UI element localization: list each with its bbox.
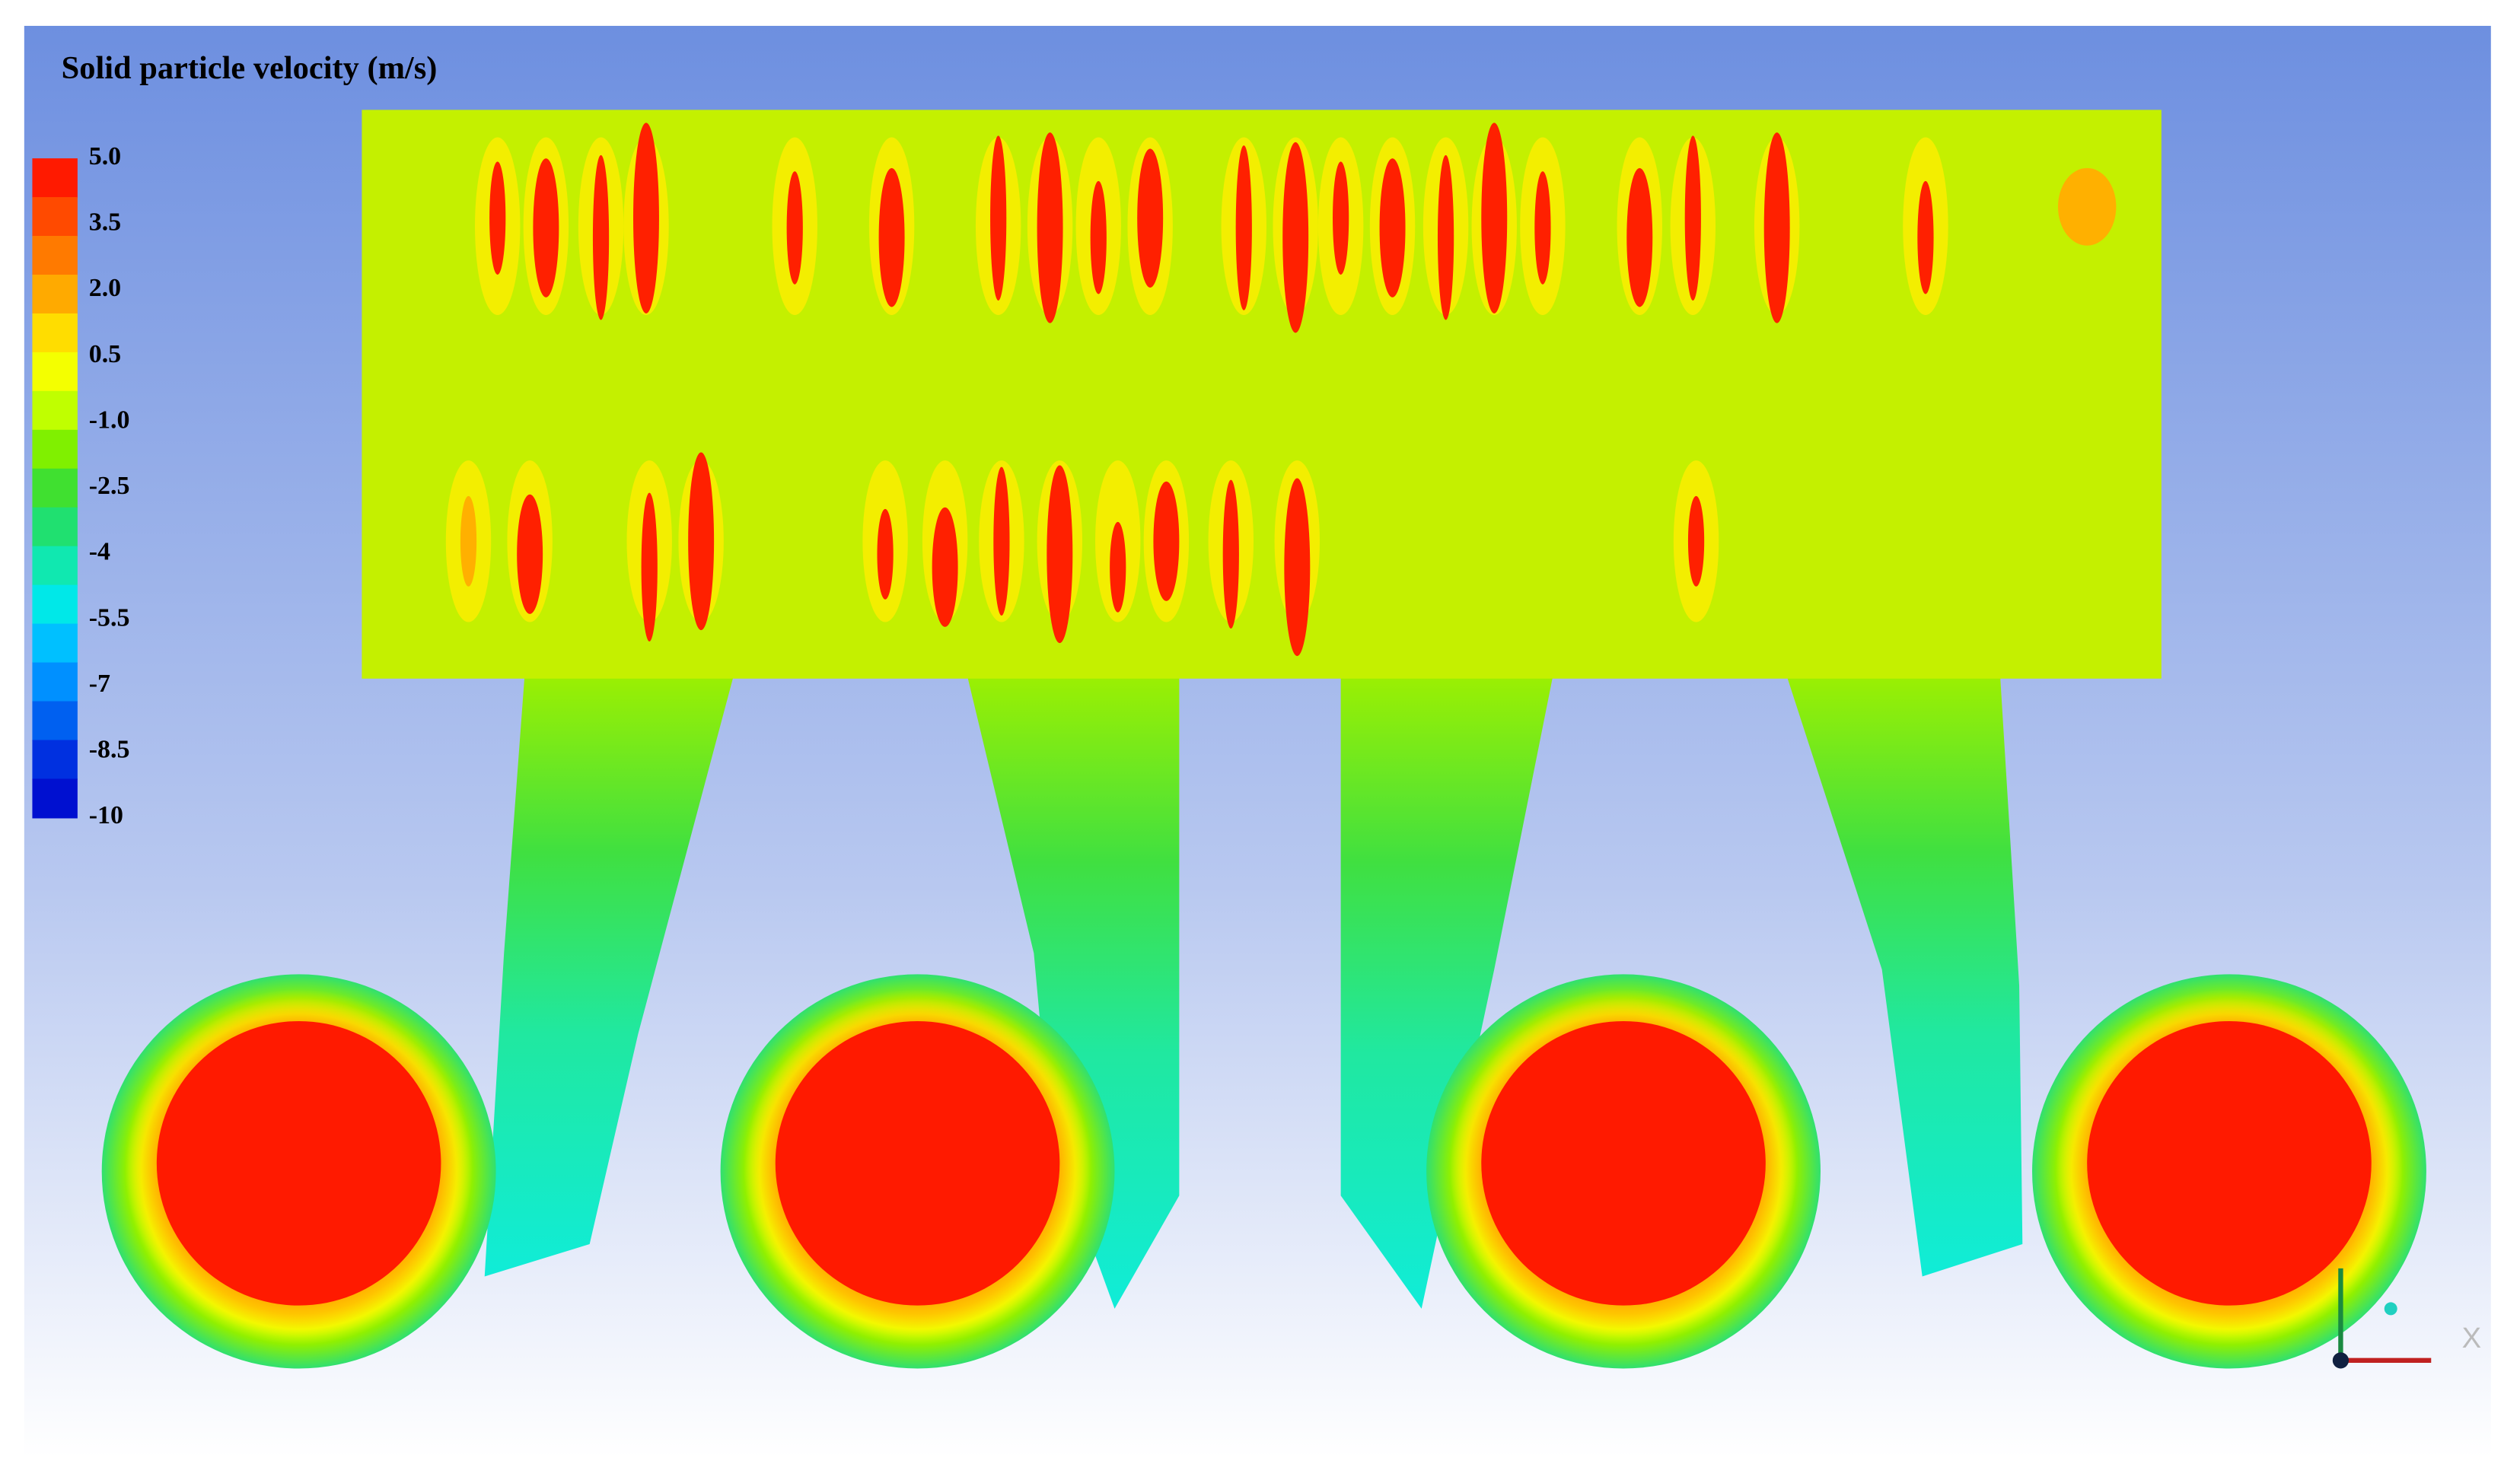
origin: [2332, 1352, 2350, 1369]
legend-band: [32, 429, 78, 469]
legend-label: 0.5: [89, 340, 121, 368]
legend-band: [32, 313, 78, 353]
z-axis-dot: [2384, 1302, 2397, 1316]
legend-band: [32, 197, 78, 237]
velocity-streak: [533, 158, 559, 298]
velocity-streak: [786, 171, 803, 285]
velocity-streak: [990, 135, 1007, 301]
legend-band: [32, 701, 78, 741]
cyclone-core: [156, 1020, 441, 1306]
cyclone-core: [775, 1020, 1060, 1306]
velocity-streak: [641, 492, 658, 641]
velocity-streak: [932, 507, 958, 627]
streaks: [445, 123, 2117, 657]
legend-band: [32, 352, 78, 392]
velocity-streak: [1282, 142, 1309, 333]
legend-band: [32, 778, 78, 819]
legend-band: [32, 623, 78, 664]
legend-title: Solid particle velocity (m/s): [62, 50, 438, 86]
legend-band: [32, 468, 78, 508]
velocity-streak: [1763, 132, 1790, 323]
cyclones: [101, 974, 2426, 1369]
legend-band: [32, 546, 78, 586]
velocity-streak: [1917, 180, 1934, 294]
axis-triad: X: [2332, 1268, 2481, 1369]
legend-label: 5.0: [89, 142, 121, 170]
cyclone-core: [1481, 1020, 1766, 1306]
legend-band: [32, 662, 78, 702]
color-legend: 5.0 3.5 2.0 0.5 -1.0 -2.5 -4 -5.5 -7 -8.5 -10: [32, 142, 129, 829]
velocity-streak: [1626, 167, 1653, 307]
velocity-streak: [1333, 161, 1349, 275]
velocity-streak: [1534, 171, 1551, 285]
velocity-streak: [632, 123, 659, 314]
velocity-streak: [592, 154, 610, 320]
velocity-streak: [1110, 521, 1126, 613]
legend-band: [32, 507, 78, 547]
velocity-streak: [1153, 481, 1180, 601]
legend-band: [32, 390, 78, 431]
inlet-leg: [966, 670, 1180, 1309]
velocity-streak: [1379, 158, 1406, 298]
legend-band: [32, 236, 78, 276]
cyclone-core: [2087, 1020, 2372, 1306]
legend-label: -7: [89, 670, 110, 698]
legend-label: -1.0: [89, 406, 130, 434]
legend-band: [32, 158, 78, 199]
velocity-streak: [688, 452, 715, 631]
velocity-streak: [1687, 495, 1705, 587]
legend-band: [32, 740, 78, 780]
legend-band: [32, 274, 78, 314]
velocity-streak: [1137, 148, 1164, 288]
velocity-streak: [489, 161, 506, 275]
velocity-streak: [1235, 145, 1252, 310]
velocity-streak: [877, 508, 894, 600]
inlet-leg: [1785, 670, 2023, 1277]
velocity-streak: [1222, 479, 1239, 629]
velocity-streak: [993, 466, 1010, 616]
velocity-streak: [878, 167, 905, 307]
velocity-streak: [1090, 180, 1107, 294]
legend-label: -10: [89, 801, 123, 829]
legend-label: -8.5: [89, 736, 130, 764]
velocity-streak: [517, 494, 543, 614]
velocity-streak: [1481, 123, 1508, 314]
x-axis-label: X: [2462, 1322, 2481, 1354]
velocity-streak: [460, 495, 477, 587]
velocity-streak: [1437, 154, 1454, 320]
legend-label: 3.5: [89, 208, 121, 237]
velocity-streak: [1684, 135, 1701, 301]
inlet-leg: [484, 670, 735, 1277]
inlet-leg: [1340, 670, 1554, 1309]
velocity-streak: [1037, 132, 1063, 323]
legend-band: [32, 584, 78, 625]
legend-label: -4: [89, 538, 110, 566]
velocity-streak: [2057, 167, 2117, 246]
legend-label: 2.0: [89, 274, 121, 302]
velocity-streak: [1047, 465, 1073, 644]
velocity-streak: [1284, 478, 1311, 657]
legend-label: -5.5: [89, 603, 130, 632]
legend-label: -2.5: [89, 472, 130, 500]
